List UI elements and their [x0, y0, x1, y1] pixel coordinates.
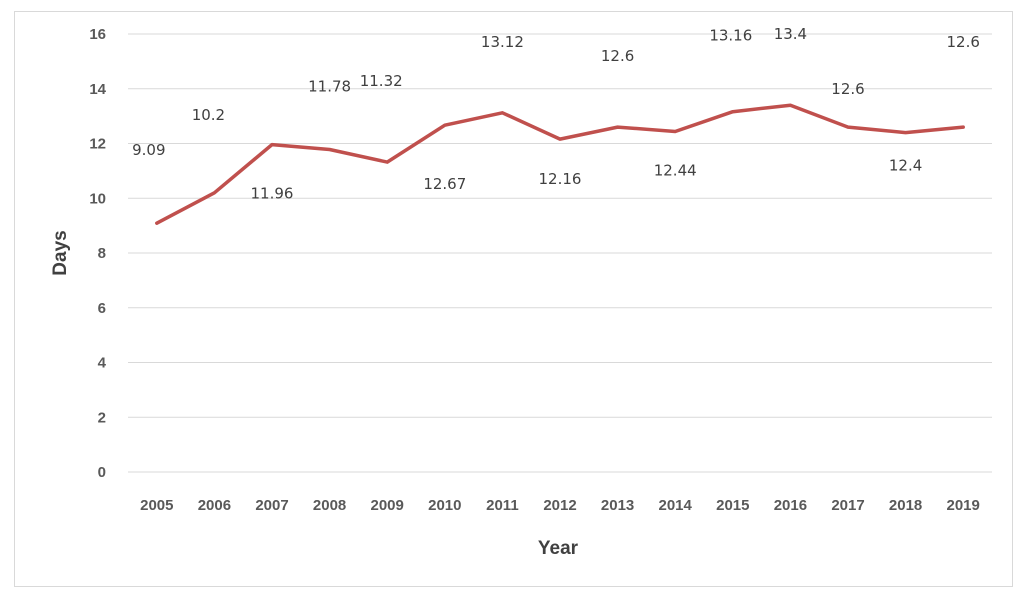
- x-tick-label: 2013: [601, 497, 634, 514]
- x-tick-label: 2012: [543, 497, 576, 514]
- x-axis-title: Year: [538, 538, 579, 559]
- data-label: 12.67: [423, 175, 466, 193]
- data-label: 11.78: [308, 78, 351, 96]
- data-label: 12.44: [654, 161, 697, 179]
- x-tick-label: 2007: [255, 497, 288, 514]
- x-tick-label: 2019: [947, 497, 980, 514]
- data-label: 12.6: [601, 47, 634, 65]
- data-label: 13.4: [774, 25, 807, 43]
- y-tick-label: 4: [98, 355, 107, 372]
- y-tick-label: 10: [89, 190, 106, 207]
- x-tick-label: 2009: [371, 497, 404, 514]
- x-tick-label: 2005: [140, 497, 173, 514]
- y-tick-label: 0: [98, 464, 106, 481]
- data-label: 10.2: [192, 106, 225, 124]
- x-tick-label: 2008: [313, 497, 346, 514]
- y-axis-title: Days: [50, 230, 71, 275]
- data-label: 12.6: [831, 80, 864, 98]
- y-tick-label: 6: [98, 300, 106, 317]
- data-label: 13.12: [481, 33, 524, 51]
- x-tick-label: 2006: [198, 497, 231, 514]
- x-tick-label: 2016: [774, 497, 807, 514]
- data-label: 13.16: [709, 27, 752, 45]
- y-tick-label: 14: [89, 81, 106, 98]
- x-tick-label: 2010: [428, 497, 461, 514]
- y-tick-label: 8: [98, 245, 106, 262]
- x-tick-label: 2018: [889, 497, 922, 514]
- data-label: 12.6: [946, 33, 979, 51]
- x-tick-label: 2015: [716, 497, 749, 514]
- data-label: 12.4: [889, 157, 922, 175]
- data-label: 9.09: [132, 141, 165, 159]
- data-label: 11.96: [251, 185, 294, 203]
- series-line: [155, 103, 965, 225]
- data-label: 11.32: [360, 72, 403, 90]
- x-tick-label: 2017: [831, 497, 864, 514]
- y-tick-label: 12: [89, 136, 106, 153]
- x-tick-label: 2014: [659, 497, 693, 514]
- y-tick-label: 2: [98, 409, 106, 426]
- x-tick-label: 2011: [486, 497, 519, 514]
- chart-frame: [14, 11, 1013, 587]
- data-label: 12.16: [539, 170, 582, 188]
- y-tick-label: 16: [89, 26, 106, 43]
